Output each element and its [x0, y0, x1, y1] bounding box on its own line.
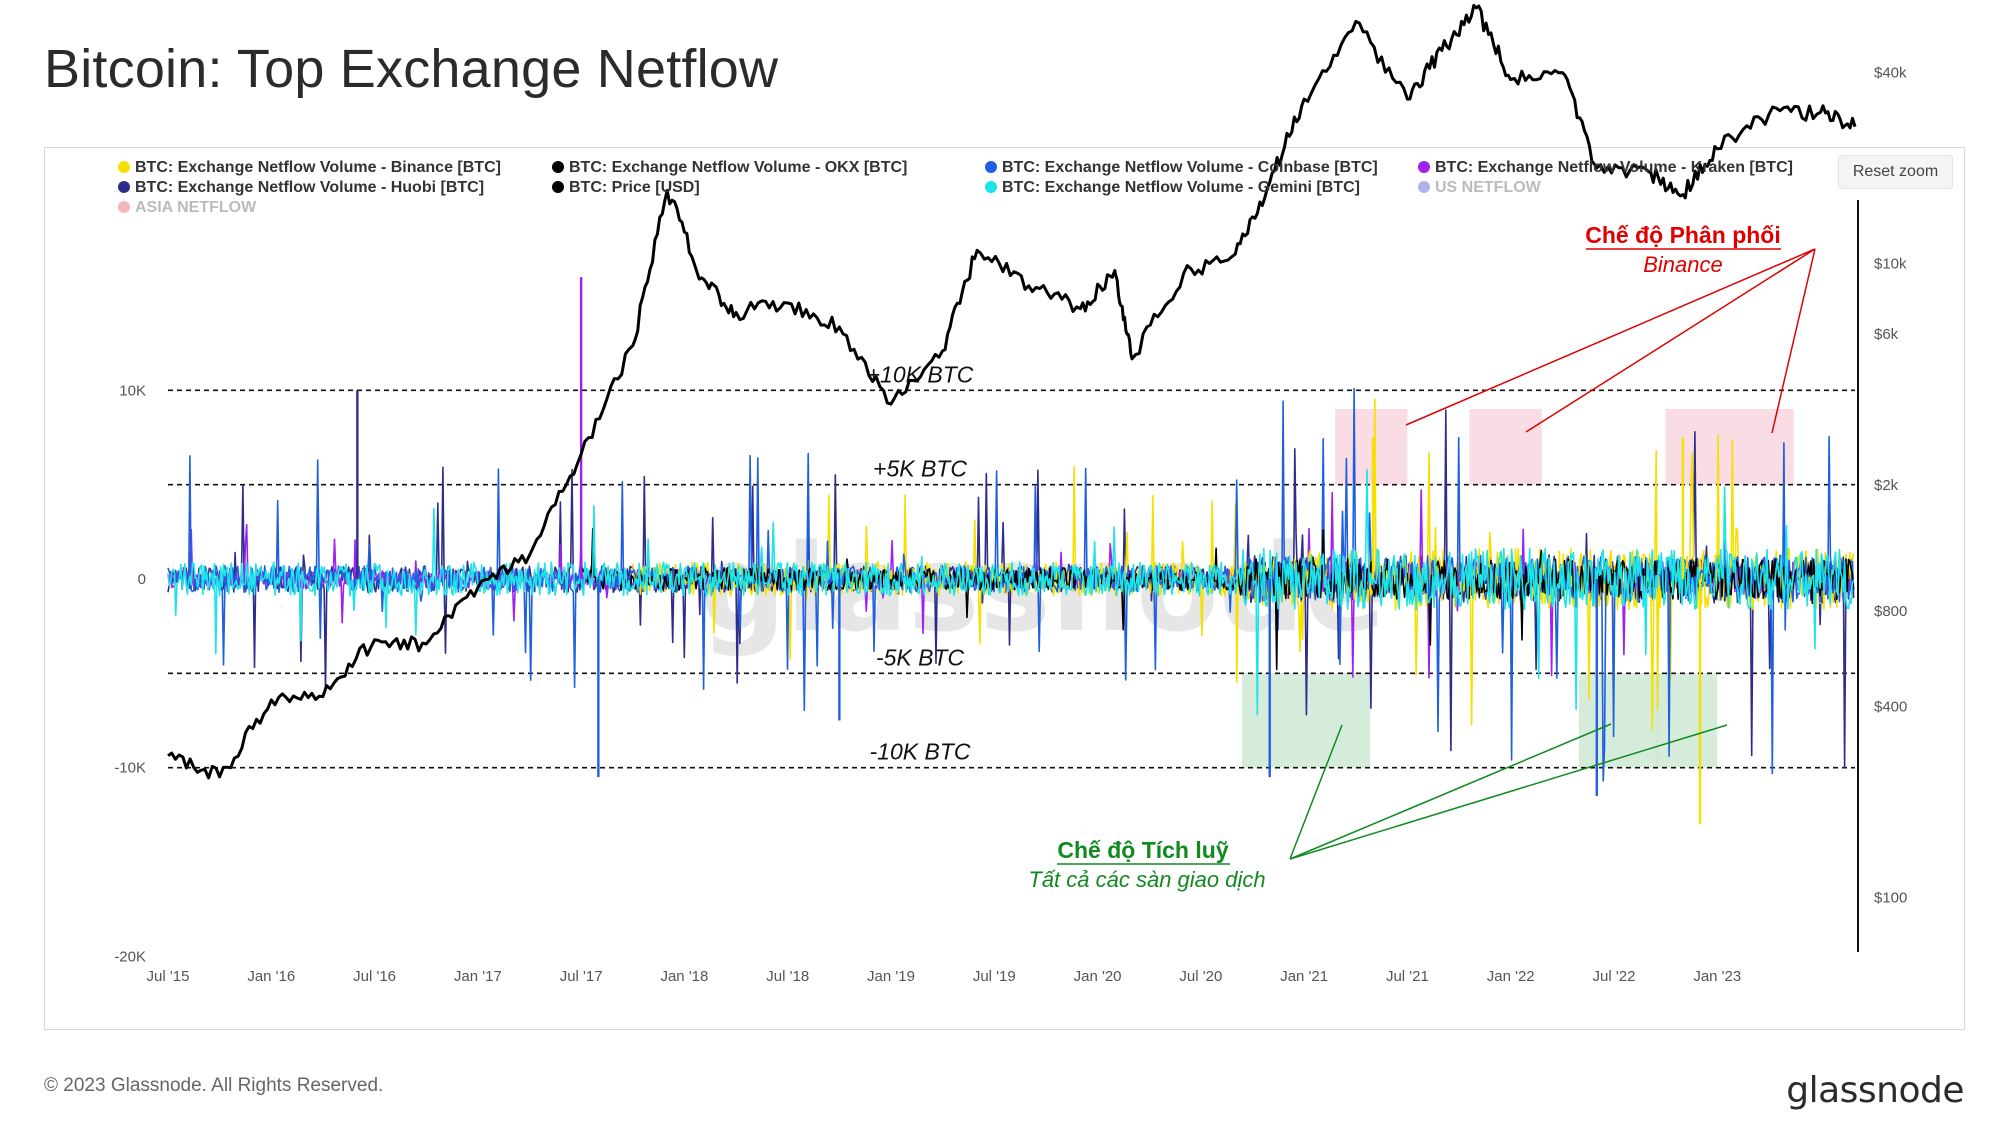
regime-zones: [1242, 409, 1794, 768]
legend-marker: [985, 161, 997, 173]
legend-marker: [985, 181, 997, 193]
x-tick: Jul '20: [1179, 968, 1222, 985]
y-right-tick: $800: [1874, 603, 1907, 620]
legend-label: US NETFLOW: [1435, 179, 1542, 196]
x-tick: Jul '19: [973, 968, 1016, 985]
legend-label: BTC: Exchange Netflow Volume - OKX [BTC]: [569, 159, 907, 176]
glassnode-logo: glassnode: [1786, 1070, 1964, 1111]
x-tick: Jan '19: [867, 968, 915, 985]
legend-label: BTC: Exchange Netflow Volume - Huobi [BT…: [135, 179, 484, 196]
legend-marker: [118, 201, 130, 213]
accumulation-pointer: [1289, 724, 1728, 860]
reset-zoom-button[interactable]: Reset zoom: [1838, 155, 1953, 189]
legend-marker: [552, 181, 564, 193]
page-title: Bitcoin: Top Exchange Netflow: [44, 39, 779, 99]
distribution-zone: [1469, 409, 1542, 485]
y-right-tick: $2k: [1874, 477, 1899, 494]
y-left-tick: -20K: [114, 948, 146, 965]
reference-label: +5K BTC: [873, 456, 967, 482]
y-left-tick: -10K: [114, 760, 146, 777]
distribution-pointer: [1525, 248, 1816, 433]
distribution-subtitle: Binance: [1643, 252, 1723, 277]
accumulation-pointer: [1289, 724, 1343, 860]
legend-marker: [118, 181, 130, 193]
y-right-tick: $10k: [1874, 255, 1907, 272]
annotations: Chế độ Phân phối Binance Chế độ Tích luỹ Tấ…: [1028, 222, 1816, 892]
accumulation-pointer: [1289, 723, 1612, 860]
x-axis: Jul '15 Jan '16 Jul '16 Jan '17 Jul '17 Jan '…: [147, 968, 1742, 985]
accumulation-zone: [1578, 673, 1660, 768]
x-tick: Jan '22: [1487, 968, 1535, 985]
reference-label: -5K BTC: [876, 644, 965, 670]
legend-label: BTC: Exchange Netflow Volume - Coinbase …: [1002, 159, 1378, 176]
distribution-pointer: [1771, 248, 1816, 434]
x-tick: Jan '17: [454, 968, 502, 985]
x-tick: Jan '23: [1693, 968, 1741, 985]
legend-marker: [1418, 161, 1430, 173]
accumulation-title: Chế độ Tích luỹ: [1057, 837, 1228, 863]
legend-label: BTC: Exchange Netflow Volume - Binance […: [135, 159, 501, 176]
legend-label: BTC: Exchange Netflow Volume - Kraken [B…: [1435, 159, 1793, 176]
y-left-tick: 10K: [119, 382, 146, 399]
accumulation-subtitle: Tất cả các sàn giao dịch: [1028, 867, 1265, 892]
legend-label: BTC: Price [USD]: [569, 179, 700, 196]
x-tick: Jan '18: [660, 968, 708, 985]
y-right-tick: $400: [1874, 699, 1907, 716]
accumulation-zone: [1655, 673, 1718, 768]
legend-marker: [118, 161, 130, 173]
x-tick: Jul '21: [1386, 968, 1429, 985]
x-tick: Jan '20: [1074, 968, 1122, 985]
x-tick: Jul '22: [1593, 968, 1636, 985]
y-axes: 10K0-10K-20K$80k$40k$10k$6k$2k$800$400$1…: [114, 65, 1907, 966]
netflow-series: [167, 277, 1855, 825]
chart-frame: [44, 147, 1965, 1030]
netflow-line-gemini: [167, 468, 1855, 716]
x-tick: Jul '18: [766, 968, 809, 985]
y-right-tick: $40k: [1874, 65, 1907, 82]
x-tick: Jan '21: [1280, 968, 1328, 985]
x-tick: Jul '17: [560, 968, 603, 985]
price-line: [167, 3, 1857, 780]
distribution-pointer: [1405, 248, 1816, 426]
copyright-text: © 2023 Glassnode. All Rights Reserved.: [44, 1075, 384, 1096]
x-tick: Jul '15: [147, 968, 190, 985]
x-tick: Jul '16: [353, 968, 396, 985]
legend[interactable]: BTC: Exchange Netflow Volume - Binance […: [118, 159, 1793, 216]
reference-label: -10K BTC: [870, 739, 971, 765]
distribution-zone: [1665, 409, 1794, 485]
distribution-title: Chế độ Phân phối: [1585, 222, 1781, 248]
price-series: [167, 3, 1857, 780]
y-right-tick: $100: [1874, 889, 1907, 906]
y-right-tick: $6k: [1874, 326, 1899, 343]
y-left-tick: 0: [138, 571, 146, 588]
x-tick: Jan '16: [247, 968, 295, 985]
legend-marker: [552, 161, 564, 173]
legend-label: ASIA NETFLOW: [135, 199, 257, 216]
legend-label: BTC: Exchange Netflow Volume - Gemini [B…: [1002, 179, 1360, 196]
legend-marker: [1418, 181, 1430, 193]
